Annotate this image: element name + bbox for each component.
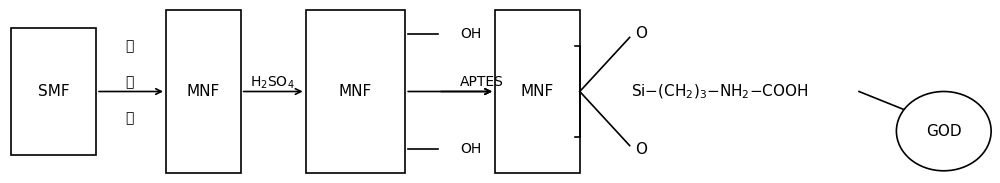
Text: GOD: GOD (926, 124, 962, 139)
Ellipse shape (896, 92, 991, 171)
Text: H$_2$SO$_4$: H$_2$SO$_4$ (250, 74, 295, 91)
Text: SMF: SMF (38, 84, 70, 99)
Text: OH: OH (460, 27, 481, 41)
FancyBboxPatch shape (11, 28, 96, 155)
Text: APTES: APTES (460, 76, 504, 89)
Text: 氢: 氢 (125, 40, 133, 53)
Text: 氧: 氧 (125, 76, 133, 89)
Text: O: O (635, 142, 647, 157)
Text: MNF: MNF (187, 84, 220, 99)
Text: MNF: MNF (339, 84, 372, 99)
FancyBboxPatch shape (166, 10, 241, 173)
Text: O: O (635, 26, 647, 41)
Text: Si$-$(CH$_2$)$_3$$-$NH$_2$$-$COOH: Si$-$(CH$_2$)$_3$$-$NH$_2$$-$COOH (631, 82, 808, 101)
FancyBboxPatch shape (495, 10, 580, 173)
Text: OH: OH (460, 142, 481, 156)
Text: 焰: 焰 (125, 111, 133, 126)
FancyBboxPatch shape (306, 10, 405, 173)
Text: MNF: MNF (521, 84, 554, 99)
